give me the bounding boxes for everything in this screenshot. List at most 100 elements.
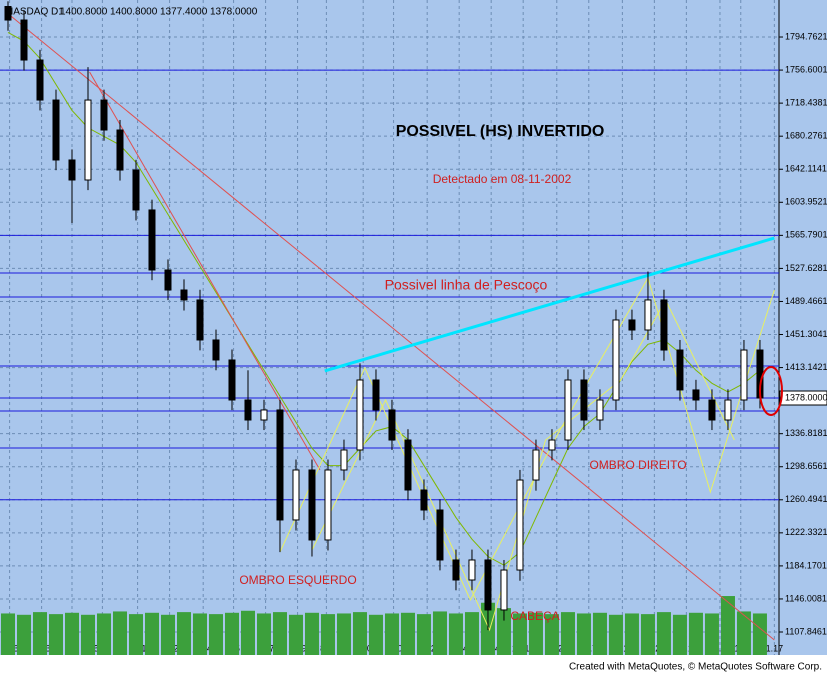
volume-bar [192, 613, 207, 655]
y-tick-label: 1489.4661 [785, 296, 827, 306]
volume-bar [528, 612, 543, 655]
volume-bar [560, 612, 575, 655]
candle-body [196, 299, 204, 341]
volume-bar [736, 611, 751, 655]
volume-bar [400, 612, 415, 655]
candle-body [484, 559, 492, 611]
header-value: 1378.0000 [210, 7, 258, 18]
candle-body [20, 19, 28, 61]
candle-body [708, 399, 716, 421]
y-tick-label: 1794.7621 [785, 31, 827, 41]
volume-bar [576, 613, 591, 655]
volume-bar [352, 612, 367, 655]
volume-bar [256, 613, 271, 655]
y-tick-label: 1603.9521 [785, 197, 827, 207]
y-tick-label: 1378.0000 [785, 392, 827, 402]
volume-bar [416, 614, 431, 655]
candle-body [548, 439, 556, 451]
y-tick-label: 1222.3321 [785, 527, 827, 537]
volume-bar [752, 613, 767, 655]
candle-body [148, 209, 156, 271]
y-tick-label: 1413.1421 [785, 362, 827, 372]
candle-body [276, 409, 284, 521]
volume-bar [656, 612, 671, 655]
candle-body [356, 379, 364, 451]
y-tick-label: 1642.1141 [785, 164, 827, 174]
chart-title: POSSIVEL (HS) INVERTIDO [396, 123, 605, 140]
header-value: 1377.4000 [160, 7, 208, 18]
highlight-ellipse [759, 366, 783, 416]
candle-body [212, 339, 220, 361]
candle-body [692, 389, 700, 401]
x-tick-label: 12.26 [709, 643, 732, 653]
candle-body [644, 299, 652, 331]
candle-body [180, 289, 188, 301]
volume-bar [208, 614, 223, 655]
candle-body [228, 359, 236, 401]
candle-body [260, 409, 268, 421]
candle-body [68, 159, 76, 181]
volume-bar [0, 613, 15, 655]
volume-bar [96, 613, 111, 655]
candle-body [580, 379, 588, 421]
volume-bar [16, 614, 31, 655]
trendline [89, 71, 321, 471]
volume-bar [448, 613, 463, 655]
volume-bar [496, 608, 511, 655]
header-value: 1400.8000 [110, 7, 158, 18]
volume-bar [336, 613, 351, 655]
trendline [279, 276, 775, 602]
annotation: Possivel linha de Pescoço [385, 277, 548, 293]
volume-bar [512, 613, 527, 655]
candle-body [324, 469, 332, 541]
axis-background [779, 0, 827, 655]
y-tick-label: 1336.8181 [785, 428, 827, 438]
volume-bar [48, 614, 63, 655]
y-tick-label: 1680.2761 [785, 131, 827, 141]
volume-bar [144, 612, 159, 655]
volume-bar [160, 614, 175, 655]
symbol: NASDAQ D1 [6, 7, 64, 18]
volume-bar [704, 613, 719, 655]
volume-bar [640, 614, 655, 655]
y-tick-label: 1527.6281 [785, 263, 827, 273]
candle-body [36, 59, 44, 101]
candle-body [724, 399, 732, 421]
candle-body [340, 449, 348, 471]
candle-body [452, 559, 460, 581]
candle-body [52, 99, 60, 161]
y-tick-label: 1565.7901 [785, 230, 827, 240]
volume-bar [176, 612, 191, 655]
candle-body [660, 299, 668, 351]
candle-body [436, 509, 444, 561]
volume-bar [32, 612, 47, 655]
candle-body [132, 169, 140, 211]
y-tick-label: 1298.6561 [785, 461, 827, 471]
candle-body [564, 379, 572, 441]
footer: Created with MetaQuotes, © MetaQuotes So… [569, 662, 822, 673]
volume-bar [64, 612, 79, 655]
volume-bar [224, 612, 239, 655]
candle-body [676, 349, 684, 391]
volume-bar [112, 611, 127, 655]
y-tick-label: 1260.4941 [785, 494, 827, 504]
candle-body [404, 439, 412, 491]
volume-bar [544, 614, 559, 655]
volume-bar [608, 614, 623, 655]
candle-body [100, 99, 108, 131]
volume-bar [272, 612, 287, 655]
candle-body [596, 399, 604, 421]
volume-bar [720, 596, 735, 655]
volume-bar [432, 611, 447, 655]
y-tick-label: 1718.4381 [785, 98, 827, 108]
volume-bar [128, 614, 143, 655]
candle-body [628, 319, 636, 331]
candle-body [532, 449, 540, 481]
volume-bar [320, 614, 335, 655]
trendline [9, 14, 775, 641]
candle-body [4, 5, 12, 21]
volume-bar [368, 614, 383, 655]
candle-body [164, 269, 172, 291]
candle-body [116, 129, 124, 171]
